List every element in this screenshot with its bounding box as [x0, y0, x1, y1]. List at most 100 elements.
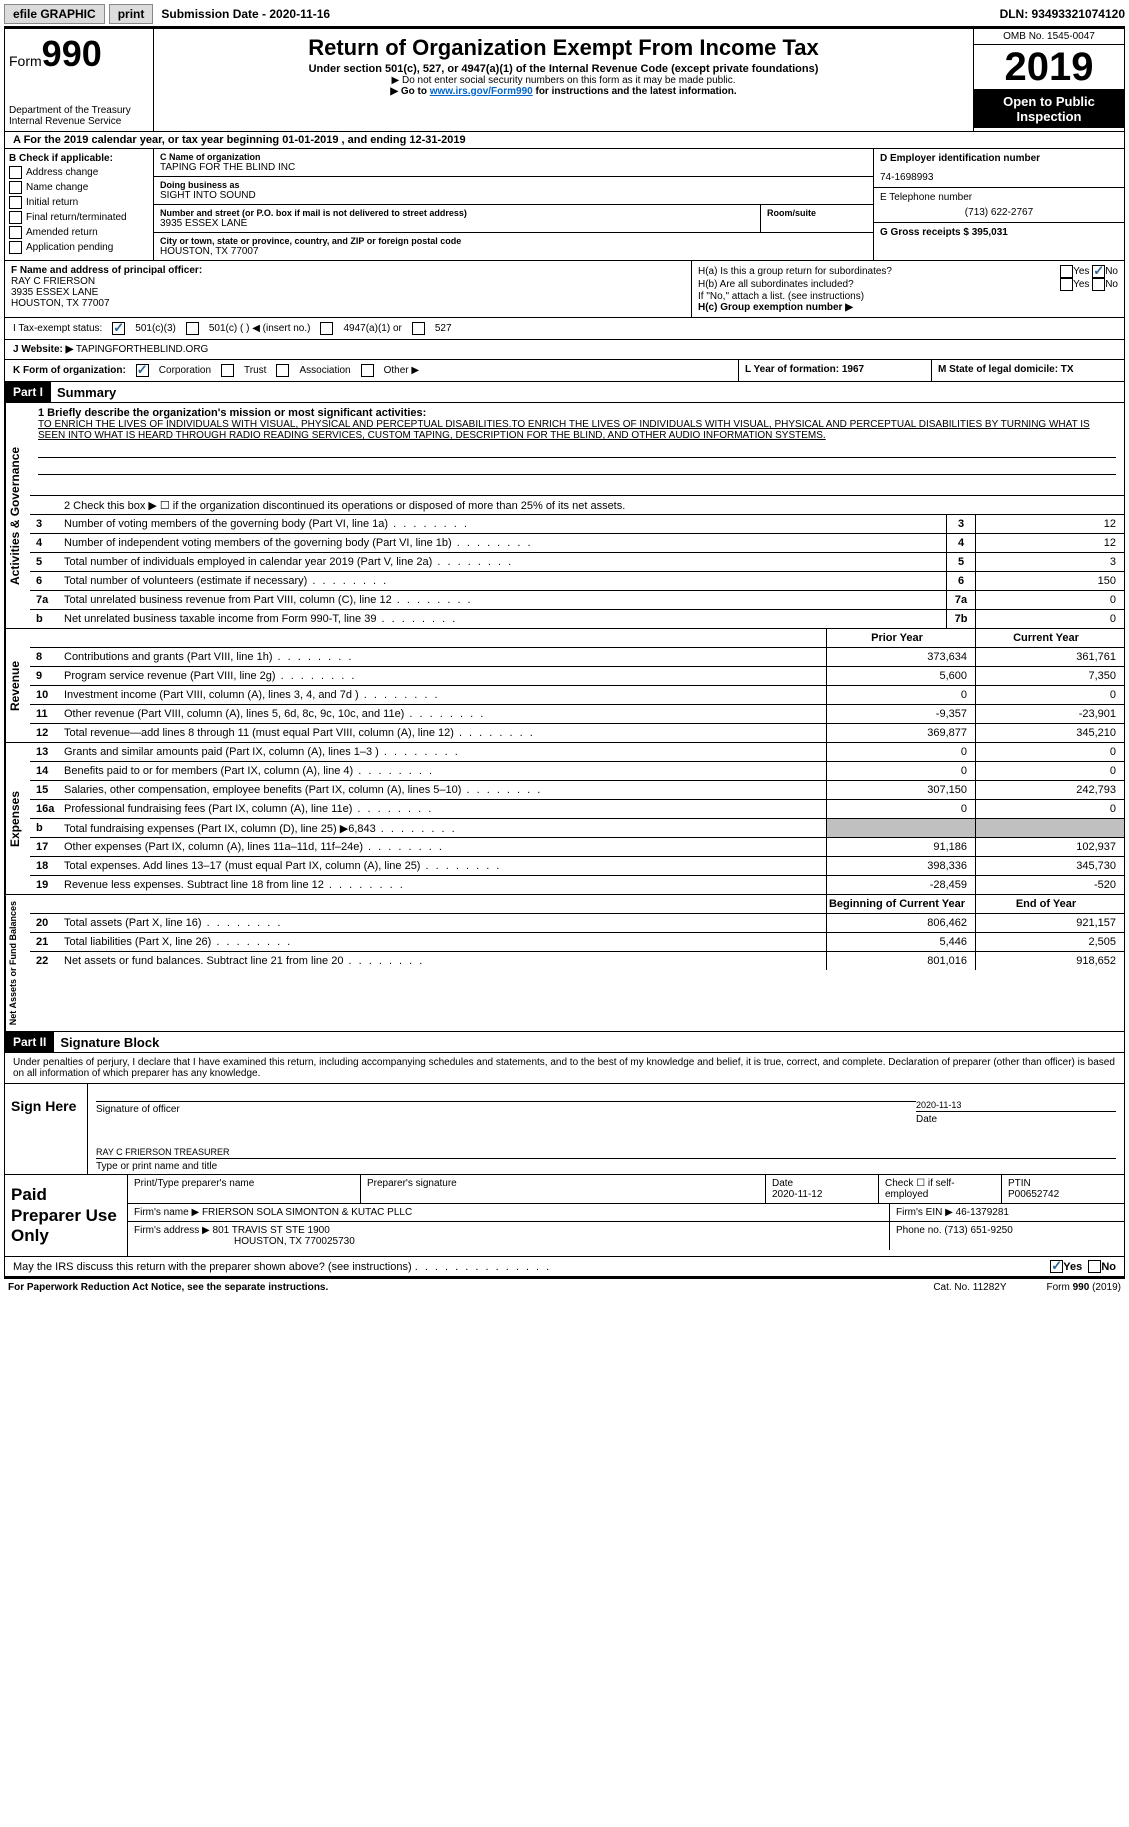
phone-label: E Telephone number	[880, 192, 1118, 203]
paid-preparer-block: Paid Preparer Use Only Print/Type prepar…	[4, 1175, 1125, 1257]
line-2-disposed: 2 Check this box ▶ ☐ if the organization…	[64, 499, 1124, 512]
mission-text: TO ENRICH THE LIVES OF INDIVIDUALS WITH …	[38, 419, 1116, 441]
signature-block: Sign Here Signature of officer 2020-11-1…	[4, 1084, 1125, 1175]
entity-info-block: B Check if applicable: Address change Na…	[4, 149, 1125, 261]
side-label-netassets: Net Assets or Fund Balances	[5, 895, 30, 1031]
street-address: 3935 ESSEX LANE	[160, 218, 754, 229]
state-domicile: M State of legal domicile: TX	[931, 360, 1124, 381]
side-label-expenses: Expenses	[5, 743, 30, 894]
omb-number: OMB No. 1545-0047	[974, 29, 1124, 45]
checkbox-501c3[interactable]	[112, 322, 125, 335]
form-subtitle-2: ▶ Do not enter social security numbers o…	[158, 75, 969, 86]
summary-line: 22Net assets or fund balances. Subtract …	[30, 952, 1124, 970]
firm-phone-value: (713) 651-9250	[944, 1225, 1012, 1236]
checkbox-app-pending[interactable]	[9, 241, 22, 254]
part1-title: Summary	[51, 385, 116, 400]
checkbox-name-change[interactable]	[9, 181, 22, 194]
hb-question: H(b) Are all subordinates included?	[698, 279, 1060, 290]
ptin-value: P00652742	[1008, 1189, 1059, 1200]
sig-date-value: 2020-11-13	[916, 1100, 1116, 1111]
revenue-section: Revenue Prior Year Current Year 8Contrib…	[4, 629, 1125, 743]
summary-line: 15Salaries, other compensation, employee…	[30, 781, 1124, 800]
summary-line: 16aProfessional fundraising fees (Part I…	[30, 800, 1124, 819]
preparer-sig-header: Preparer's signature	[361, 1175, 766, 1203]
page-footer: For Paperwork Reduction Act Notice, see …	[4, 1279, 1125, 1296]
end-year-header: End of Year	[975, 895, 1124, 913]
preparer-name-header: Print/Type preparer's name	[128, 1175, 361, 1203]
firm-name-value: FRIERSON SOLA SIMONTON & KUTAC PLLC	[202, 1207, 412, 1218]
form-title: Return of Organization Exempt From Incom…	[158, 35, 969, 61]
ha-no-checkbox[interactable]	[1092, 265, 1105, 278]
dln-number: DLN: 93493321074120	[1000, 7, 1125, 21]
firm-ein-value: 46-1379281	[956, 1207, 1009, 1218]
year-formation: L Year of formation: 1967	[738, 360, 931, 381]
irs-link[interactable]: www.irs.gov/Form990	[430, 86, 533, 97]
tax-exempt-row: I Tax-exempt status: 501(c)(3) 501(c) ( …	[4, 318, 1125, 340]
summary-line: 18Total expenses. Add lines 13–17 (must …	[30, 857, 1124, 876]
mission-label: 1 Briefly describe the organization's mi…	[38, 407, 1116, 419]
website-row: J Website: ▶ TAPINGFORTHEBLIND.ORG	[4, 340, 1125, 360]
part1-header-row: Part I Summary	[4, 382, 1125, 403]
summary-line: 17Other expenses (Part IX, column (A), l…	[30, 838, 1124, 857]
summary-line: 11Other revenue (Part VIII, column (A), …	[30, 705, 1124, 724]
firm-name-label: Firm's name ▶	[134, 1207, 199, 1218]
efile-button[interactable]: efile GRAPHIC	[4, 4, 105, 24]
checkbox-corporation[interactable]	[136, 364, 149, 377]
section-b-label: B Check if applicable:	[9, 153, 149, 164]
expenses-section: Expenses 13Grants and similar amounts pa…	[4, 743, 1125, 895]
tax-year: 2019	[974, 45, 1124, 90]
summary-line: bTotal fundraising expenses (Part IX, co…	[30, 819, 1124, 838]
dept-treasury: Department of the Treasury Internal Reve…	[9, 105, 149, 127]
summary-line: 12Total revenue—add lines 8 through 11 (…	[30, 724, 1124, 742]
tax-status-label: I Tax-exempt status:	[13, 323, 102, 334]
firm-address-label: Firm's address ▶	[134, 1225, 210, 1236]
ha-yes-checkbox[interactable]	[1060, 265, 1073, 278]
form-footer-label: Form 990 (2019)	[1047, 1282, 1121, 1293]
checkbox-initial-return[interactable]	[9, 196, 22, 209]
summary-line: 8Contributions and grants (Part VIII, li…	[30, 648, 1124, 667]
self-employed-check: Check ☐ if self-employed	[879, 1175, 1002, 1203]
summary-line: 13Grants and similar amounts paid (Part …	[30, 743, 1124, 762]
hb-no-checkbox[interactable]	[1092, 278, 1105, 291]
summary-line: 20Total assets (Part X, line 16)806,4629…	[30, 914, 1124, 933]
checkbox-address-change[interactable]	[9, 166, 22, 179]
irs-discuss-row: May the IRS discuss this return with the…	[4, 1257, 1125, 1277]
checkbox-501c[interactable]	[186, 322, 199, 335]
checkbox-final-return[interactable]	[9, 211, 22, 224]
catalog-number: Cat. No. 11282Y	[933, 1282, 1006, 1293]
summary-line: bNet unrelated business taxable income f…	[30, 610, 1124, 628]
part2-header-row: Part II Signature Block	[4, 1032, 1125, 1053]
checkbox-527[interactable]	[412, 322, 425, 335]
summary-line: 5Total number of individuals employed in…	[30, 553, 1124, 572]
officer-printed-name: RAY C FRIERSON TREASURER	[96, 1147, 1116, 1158]
checkbox-amended[interactable]	[9, 226, 22, 239]
summary-line: 14Benefits paid to or for members (Part …	[30, 762, 1124, 781]
hb-note: If "No," attach a list. (see instruction…	[698, 291, 1118, 302]
print-button[interactable]: print	[109, 4, 154, 24]
side-label-revenue: Revenue	[5, 629, 30, 742]
irs-no-checkbox[interactable]	[1088, 1260, 1101, 1273]
summary-line: 6Total number of volunteers (estimate if…	[30, 572, 1124, 591]
irs-discuss-question: May the IRS discuss this return with the…	[13, 1261, 1050, 1273]
checkbox-trust[interactable]	[221, 364, 234, 377]
checkbox-4947[interactable]	[320, 322, 333, 335]
checkbox-association[interactable]	[276, 364, 289, 377]
website-value: TAPINGFORTHEBLIND.ORG	[73, 344, 208, 355]
firm-ein-label: Firm's EIN ▶	[896, 1207, 953, 1218]
paid-preparer-label: Paid Preparer Use Only	[5, 1175, 128, 1256]
summary-line: 21Total liabilities (Part X, line 26)5,4…	[30, 933, 1124, 952]
hc-label: H(c) Group exemption number ▶	[698, 302, 1118, 313]
current-year-header: Current Year	[975, 629, 1124, 647]
hb-yes-checkbox[interactable]	[1060, 278, 1073, 291]
form-header: Form990 Department of the Treasury Inter…	[4, 28, 1125, 132]
summary-line: 9Program service revenue (Part VIII, lin…	[30, 667, 1124, 686]
phone-value: (713) 622-2767	[880, 207, 1118, 218]
sig-date-label: Date	[916, 1114, 1116, 1125]
checkbox-other[interactable]	[361, 364, 374, 377]
officer-label: F Name and address of principal officer:	[11, 265, 685, 276]
ein-value: 74-1698993	[880, 172, 1118, 183]
officer-addr2: HOUSTON, TX 77007	[11, 298, 685, 309]
org-name-label: C Name of organization	[160, 152, 867, 162]
irs-yes-checkbox[interactable]	[1050, 1260, 1063, 1273]
firm-address-1: 801 TRAVIS ST STE 1900	[213, 1225, 330, 1236]
